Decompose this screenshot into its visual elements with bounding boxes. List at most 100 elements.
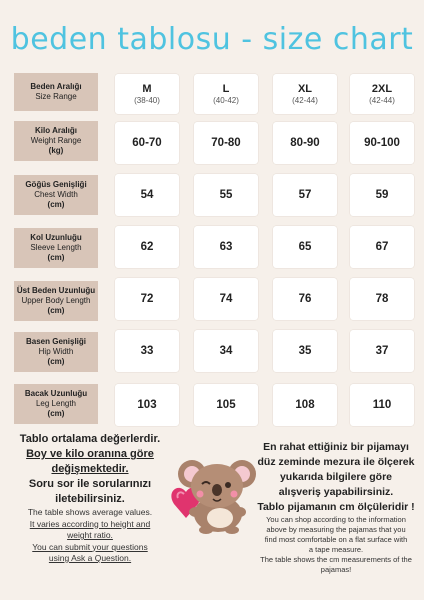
table-cell: 59 — [350, 174, 414, 216]
row-label-tr: Kilo Aralığı — [35, 126, 77, 135]
table-cell: 72 — [115, 278, 179, 320]
page-title: beden tablosu - size chart — [10, 22, 414, 57]
note-en: You can shop according to the informatio… — [266, 515, 406, 524]
row-label-unit: (cm) — [47, 357, 65, 366]
cell-value: 37 — [375, 345, 389, 357]
size-header-l: L (40-42) — [194, 74, 258, 114]
row-label-tr: Göğüs Genişliği — [25, 180, 87, 189]
row-label-tr: Basen Genişliği — [25, 337, 87, 346]
note-tr: Tablo ortalama değerlerdir. — [19, 433, 161, 445]
notes-left: Tablo ortalama değerlerdir. Boy ve kilo … — [10, 432, 170, 565]
row-label-unit: (cm) — [47, 253, 65, 262]
row-label-unit: (cm) — [47, 409, 65, 418]
table-cell: 37 — [350, 330, 414, 372]
row-label-unit: (cm) — [47, 306, 65, 315]
cell-value: 55 — [219, 189, 233, 201]
size-range: (42-44) — [369, 95, 395, 105]
row-label-en: Weight Range — [30, 136, 82, 145]
row-label-unit: (cm) — [47, 200, 65, 209]
note-en: weight ratio. — [67, 530, 113, 540]
row-label-weight: Kilo Aralığı Weight Range (kg) — [14, 121, 98, 161]
size-name: XL — [297, 82, 313, 95]
size-range: (40-42) — [213, 95, 239, 105]
table-cell: 34 — [194, 330, 258, 372]
size-range: (38-40) — [134, 95, 160, 105]
cell-value: 105 — [216, 399, 236, 411]
size-range-label-tr: Beden Aralığı — [30, 82, 82, 91]
row-label-en: Hip Width — [38, 347, 74, 356]
note-tr: değişmektedir. — [51, 463, 129, 475]
size-header-m: M (38-40) — [115, 74, 179, 114]
row-label-en: Leg Length — [35, 399, 77, 408]
note-tr: Boy ve kilo oranına göre — [26, 448, 154, 460]
table-cell: 63 — [194, 226, 258, 268]
row-label-en: Sleeve Length — [30, 243, 82, 252]
table-cell: 76 — [273, 278, 337, 320]
size-range: (42-44) — [292, 95, 318, 105]
row-label-unit: (kg) — [48, 146, 64, 155]
row-label-en: Chest Width — [34, 190, 78, 199]
cell-value: 108 — [295, 399, 315, 411]
note-tr: alışveriş yapabilirsiniz. — [278, 486, 394, 498]
table-cell: 80-90 — [273, 122, 337, 164]
cell-value: 60-70 — [132, 137, 162, 149]
note-en: You can submit your questions — [32, 541, 148, 552]
size-name: M — [142, 82, 152, 95]
table-cell: 62 — [115, 226, 179, 268]
table-cell: 55 — [194, 174, 258, 216]
table-cell: 33 — [115, 330, 179, 372]
table-cell: 74 — [194, 278, 258, 320]
note-tr: Tablo pijamanın cm ölçüleridir ! — [257, 501, 415, 513]
size-header-2xl: 2XL (42-44) — [350, 74, 414, 114]
size-range-label-en: Size Range — [35, 92, 77, 101]
cell-value: 65 — [298, 241, 312, 253]
cell-value: 57 — [298, 189, 312, 201]
row-label-sleeve: Kol Uzunluğu Sleeve Length (cm) — [14, 228, 98, 268]
cell-value: 59 — [375, 189, 389, 201]
notes-right: En rahat ettiğiniz bir pijamayı düz zemi… — [252, 440, 420, 575]
cell-value: 54 — [140, 189, 154, 201]
cell-value: 34 — [219, 345, 233, 357]
row-label-upper-body: Üst Beden Uzunluğu Upper Body Length (cm… — [14, 281, 98, 321]
table-cell: 110 — [350, 384, 414, 426]
table-cell: 90-100 — [350, 122, 414, 164]
cell-value: 33 — [140, 345, 154, 357]
note-en: using Ask a Question. — [48, 553, 132, 563]
table-cell: 67 — [350, 226, 414, 268]
cell-value: 78 — [375, 293, 389, 305]
row-label-en: Upper Body Length — [21, 296, 91, 305]
cell-value: 103 — [137, 399, 157, 411]
table-cell: 103 — [115, 384, 179, 426]
cell-value: 72 — [140, 293, 154, 305]
table-cell: 60-70 — [115, 122, 179, 164]
note-en: It varies according to height and — [29, 518, 151, 529]
note-en: a tape measure. — [308, 545, 364, 554]
note-en: above by measuring the pajamas that you — [266, 525, 406, 534]
cell-value: 35 — [298, 345, 312, 357]
table-cell: 54 — [115, 174, 179, 216]
size-name: L — [222, 82, 230, 95]
table-cell: 108 — [273, 384, 337, 426]
table-cell: 57 — [273, 174, 337, 216]
cell-value: 70-80 — [211, 137, 241, 149]
cell-value: 62 — [140, 241, 154, 253]
cell-value: 110 — [372, 399, 392, 411]
koala-with-heart-icon — [171, 460, 256, 534]
note-tr: Soru sor ile sorularınızı — [28, 478, 152, 490]
cell-value: 90-100 — [364, 137, 400, 149]
note-tr: yukarıda bilgilere göre — [279, 471, 393, 483]
note-en: pajamas! — [320, 565, 352, 574]
note-en: The table shows the cm measurements of t… — [260, 555, 412, 564]
note-tr: iletebilirsiniz. — [55, 493, 125, 505]
size-range-label: Beden Aralığı Size Range — [14, 73, 98, 111]
note-en: find most comfortable on a flat surface … — [264, 535, 408, 544]
row-label-tr: Bacak Uzunluğu — [24, 389, 88, 398]
table-cell: 78 — [350, 278, 414, 320]
cell-value: 80-90 — [290, 137, 320, 149]
table-cell: 65 — [273, 226, 337, 268]
size-name: 2XL — [371, 82, 393, 95]
cell-value: 74 — [219, 293, 233, 305]
cell-value: 67 — [375, 241, 389, 253]
row-label-tr: Üst Beden Uzunluğu — [16, 286, 96, 295]
row-label-chest: Göğüs Genişliği Chest Width (cm) — [14, 175, 98, 215]
